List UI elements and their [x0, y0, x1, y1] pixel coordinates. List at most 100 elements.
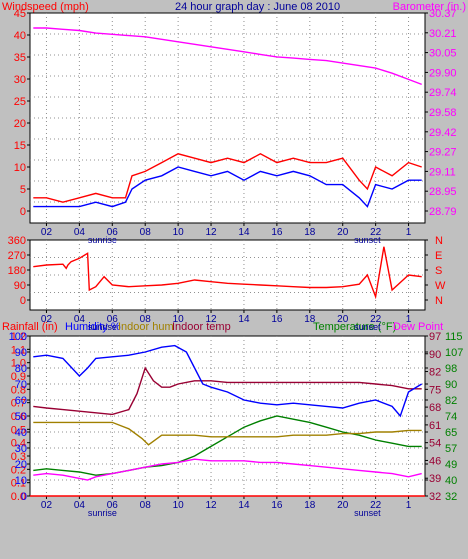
windspeed-tick-label: 15	[14, 140, 26, 152]
x-tick-label: 12	[205, 227, 217, 238]
temperature-tick-label: 40	[445, 475, 457, 487]
x-tick-label: 02	[41, 227, 53, 238]
indoor-temp-series	[33, 366, 422, 416]
indoor-temp-tick-label: 68	[429, 402, 441, 414]
temperature-tick-label: 49	[445, 459, 457, 471]
indoor-temp-tick-label: 54	[429, 438, 441, 450]
humidity-tick-label: 50	[15, 411, 27, 423]
windspeed-gust-series	[33, 153, 422, 203]
x-tick-label: 12	[205, 500, 217, 511]
legend-indoor-temp: Indoor temp	[172, 321, 231, 333]
rainfall-tick-label: 0.4	[11, 438, 26, 450]
rainfall-tick-label: 0.7	[11, 398, 26, 410]
direction-tick-label: 270	[8, 250, 26, 262]
x-tick-label: 02	[41, 314, 53, 325]
x-tick-label: 20	[337, 227, 349, 238]
x-tick-label: 22	[370, 500, 382, 511]
x-tick-label: 14	[238, 500, 250, 511]
dew-point-series	[33, 458, 422, 481]
x-tick-label: 20	[337, 314, 349, 325]
compass-tick-label: N	[435, 235, 443, 247]
humidity-tick-label: 70	[15, 379, 27, 391]
wind-baro-plot-area	[29, 12, 426, 224]
humidity-tick-label: 10	[15, 475, 27, 487]
sunset-label: sunset	[354, 322, 381, 332]
barometer-series	[33, 27, 422, 86]
temperature-tick-label: 90	[445, 379, 457, 391]
temperature-tick-label: 74	[445, 411, 457, 423]
sunset-label: sunset	[354, 235, 381, 245]
windspeed-tick-label: 25	[14, 96, 26, 108]
sunset-label: sunset	[354, 508, 381, 518]
legend-temperature: Temperature (°F)	[313, 321, 396, 333]
rainfall-tick-label: 0.3	[11, 451, 26, 463]
sunrise-label: sunrise	[88, 235, 117, 245]
x-tick-label: 16	[271, 314, 283, 325]
rainfall-tick-label: 0.0	[11, 491, 26, 503]
x-tick-label: 22	[370, 227, 382, 238]
x-tick-label: 1	[406, 500, 412, 511]
rainfall-tick-label: 1.1	[11, 344, 26, 356]
x-tick-label: 06	[107, 227, 119, 238]
x-tick-label: 20	[337, 500, 349, 511]
rainfall-tick-label: 0.9	[11, 371, 26, 383]
temperature-tick-label: 107	[445, 347, 463, 359]
humidity-tick-label: 30	[15, 443, 27, 455]
x-tick-label: 1	[406, 227, 412, 238]
barometer-tick-label: 30.37	[429, 8, 457, 20]
barometer-tick-label: 29.74	[429, 87, 457, 99]
barometer-tick-label: 28.79	[429, 206, 457, 218]
barometer-tick-label: 29.27	[429, 147, 457, 159]
x-tick-label: 18	[304, 314, 316, 325]
x-tick-label: 04	[74, 227, 86, 238]
barometer-tick-label: 29.11	[429, 166, 456, 178]
rainfall-tick-label: 1.0	[11, 358, 26, 370]
direction-tick-label: 360	[8, 235, 26, 247]
windspeed-axis-title: Windspeed (mph)	[2, 1, 89, 13]
legend-dew-point: Dew Point	[393, 321, 443, 333]
windspeed-tick-label: 30	[14, 74, 26, 86]
windspeed-tick-label: 35	[14, 52, 26, 64]
humidity-tick-label: 80	[15, 363, 27, 375]
humidity-tick-label: 60	[15, 395, 27, 407]
windspeed-tick-label: 40	[14, 30, 26, 42]
rainfall-tick-label: 0.2	[11, 464, 26, 476]
sunrise-label: sunrise	[88, 508, 117, 518]
barometer-axis-title: Barometer (in.)	[393, 1, 466, 13]
indoor-temp-tick-label: 82	[429, 367, 441, 379]
humidity-tick-label: 20	[15, 459, 27, 471]
wind-direction-series	[33, 246, 422, 300]
x-tick-label: 02	[41, 500, 53, 511]
wind-direction-plot-area	[29, 239, 426, 311]
compass-tick-label: E	[435, 250, 442, 262]
rainfall-tick-label: 1.2	[11, 331, 26, 343]
barometer-tick-label: 29.42	[429, 127, 457, 139]
indoor-temp-tick-label: 39	[429, 473, 441, 485]
x-tick-label: 1	[406, 314, 412, 325]
compass-tick-label: S	[435, 265, 442, 277]
direction-tick-label: 0	[20, 295, 26, 307]
x-tick-label: 08	[140, 227, 152, 238]
temperature-tick-label: 32	[445, 491, 457, 503]
x-tick-label: 14	[238, 227, 250, 238]
x-tick-label: 14	[238, 314, 250, 325]
temperature-tick-label: 57	[445, 443, 457, 455]
barometer-tick-label: 29.58	[429, 107, 457, 119]
humidity-temp-plot-area	[29, 335, 426, 497]
chart-marks: 0 5 10 15 20 25 30 35 40 45 28.79 28.95 29.11 29.27 29…	[8, 8, 464, 518]
indoor-temp-tick-label: 61	[429, 420, 441, 432]
windspeed-tick-label: 5	[20, 184, 26, 196]
chart-title: 24 hour graph day : June 08 2010	[175, 1, 340, 13]
barometer-tick-label: 30.05	[429, 48, 457, 60]
legend-indoor-hum: Indoor hum	[118, 321, 174, 333]
windspeed-tick-label: 10	[14, 162, 26, 174]
barometer-tick-label: 28.95	[429, 186, 457, 198]
x-tick-label: 18	[304, 227, 316, 238]
temperature-tick-label: 82	[445, 395, 457, 407]
barometer-tick-label: 29.90	[429, 67, 457, 79]
humidity-series	[33, 344, 423, 418]
indoor-temp-tick-label: 46	[429, 455, 441, 467]
windspeed-tick-label: 45	[14, 8, 26, 20]
x-tick-label: 10	[173, 314, 185, 325]
indoor-temp-tick-label: 97	[429, 331, 441, 343]
